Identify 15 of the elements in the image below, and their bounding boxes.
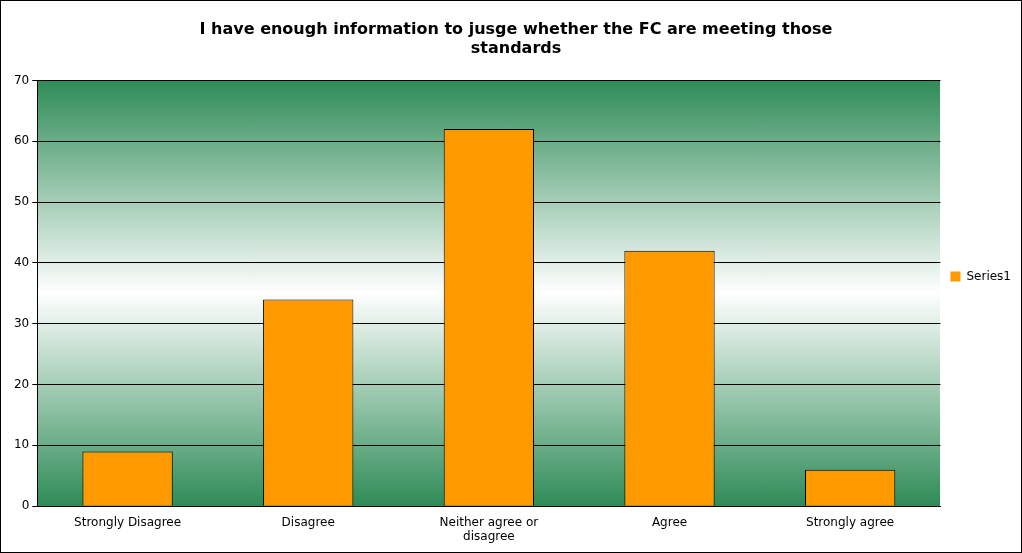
x-tick-label: Disagree xyxy=(281,514,335,529)
x-tick-label: Neither agree or disagree xyxy=(439,514,539,543)
y-tick-label: 50 xyxy=(13,194,30,209)
y-tick-label: 70 xyxy=(13,72,30,87)
y-tick-label: 30 xyxy=(13,315,30,330)
legend-label: Series1 xyxy=(966,268,1012,283)
x-tick-label: Strongly Disagree xyxy=(74,514,182,529)
x-tick-label: Agree xyxy=(651,514,688,529)
chart-title: I have enough information to jusge whether the FC are meeting those standards xyxy=(199,18,833,57)
y-tick-label: 20 xyxy=(13,376,30,391)
y-tick-label: 60 xyxy=(13,133,30,148)
y-tick-label: 40 xyxy=(13,255,30,270)
x-tick-label: Strongly agree xyxy=(806,514,895,529)
y-tick-label: 0 xyxy=(21,498,30,513)
y-tick-label: 10 xyxy=(13,437,30,452)
